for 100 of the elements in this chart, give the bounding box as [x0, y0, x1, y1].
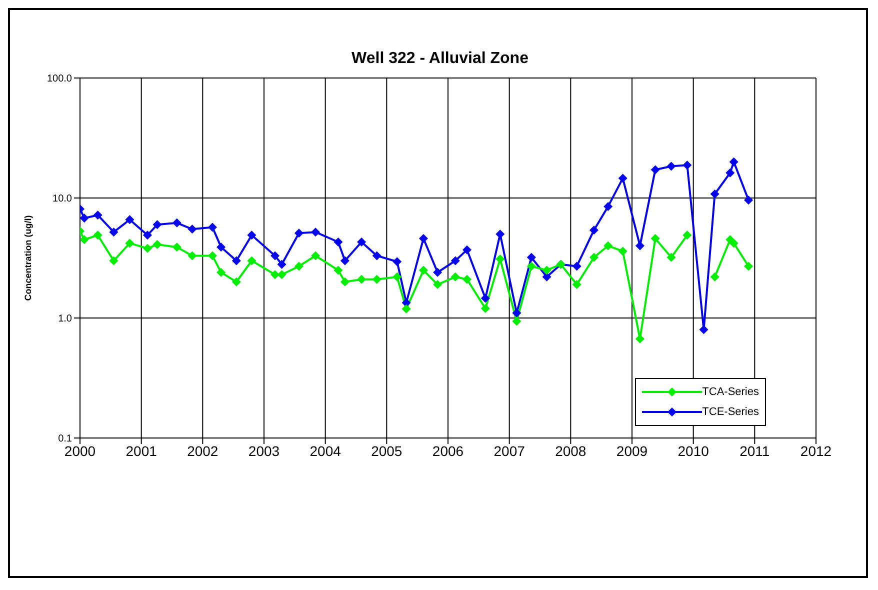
point	[402, 304, 411, 314]
point	[618, 174, 628, 183]
y-tick-label: 10.0	[52, 194, 72, 205]
point	[699, 325, 708, 334]
x-tick-label: 2011	[740, 442, 770, 459]
point	[666, 252, 676, 262]
point	[710, 272, 720, 282]
point	[294, 262, 304, 271]
point	[232, 256, 241, 266]
point	[744, 262, 754, 271]
point	[542, 266, 552, 275]
x-tick-label: 2006	[432, 442, 464, 459]
point	[392, 257, 402, 266]
point	[526, 252, 536, 262]
x-tick-label: 2008	[555, 442, 586, 459]
point	[572, 280, 582, 290]
point	[512, 308, 522, 318]
point	[729, 157, 738, 166]
point	[277, 270, 286, 280]
point	[462, 245, 472, 254]
point	[372, 251, 382, 260]
x-tick-label: 2000	[64, 442, 96, 459]
point	[142, 244, 152, 253]
point	[109, 228, 118, 237]
point	[294, 228, 304, 238]
point	[462, 274, 472, 284]
point	[357, 274, 366, 284]
point	[80, 214, 89, 223]
point	[340, 277, 350, 286]
point	[433, 268, 442, 277]
point	[247, 230, 256, 240]
x-tick-label: 2009	[616, 442, 648, 459]
point	[450, 272, 460, 282]
x-tick-label: 2001	[126, 442, 158, 459]
point	[208, 251, 217, 260]
y-axis-title: Concentration (ug/l)	[23, 215, 34, 301]
point	[480, 304, 490, 313]
point	[208, 222, 217, 232]
point	[512, 316, 522, 326]
point	[450, 256, 460, 266]
x-tick-label: 2005	[371, 442, 402, 459]
point	[433, 280, 442, 290]
point	[526, 262, 536, 271]
point	[247, 256, 256, 266]
point	[80, 235, 89, 244]
point	[334, 237, 343, 246]
y-tick-label: 0.1	[58, 434, 72, 445]
point	[311, 228, 320, 237]
point	[496, 254, 505, 264]
point	[604, 202, 613, 211]
point	[172, 218, 182, 228]
point	[188, 251, 197, 260]
x-tick-label: 2007	[494, 442, 526, 459]
point	[418, 234, 428, 243]
point	[666, 162, 676, 171]
point	[152, 240, 162, 249]
point	[172, 242, 182, 252]
point	[418, 266, 428, 275]
x-tick-label: 2012	[800, 442, 832, 459]
point	[480, 294, 490, 303]
point	[216, 268, 226, 277]
point	[277, 260, 286, 269]
point	[744, 196, 754, 205]
point	[572, 262, 582, 271]
x-tick-label: 2004	[310, 442, 342, 459]
point	[142, 230, 152, 240]
point	[152, 220, 162, 230]
chart-title: Well 322 - Alluvial Zone	[350, 50, 530, 68]
point	[125, 238, 134, 248]
point	[125, 215, 134, 224]
point	[650, 234, 660, 243]
y-tick-label: 1.0	[58, 314, 72, 325]
point	[729, 238, 738, 248]
point	[589, 252, 598, 262]
x-tick-label: 2003	[248, 442, 280, 459]
point	[188, 224, 197, 234]
point	[589, 226, 598, 235]
point	[93, 230, 102, 240]
legend-label: TCE-Series	[702, 406, 759, 418]
point	[682, 160, 692, 170]
point	[340, 256, 350, 266]
point	[270, 251, 280, 260]
x-tick-label: 2010	[678, 442, 710, 459]
point	[334, 266, 343, 275]
point	[232, 277, 241, 286]
point	[357, 237, 366, 246]
point	[392, 272, 402, 282]
point	[311, 251, 320, 260]
point	[726, 168, 735, 178]
x-tick-label: 2002	[187, 442, 218, 459]
point	[604, 241, 613, 250]
point	[710, 189, 720, 198]
point	[618, 246, 628, 256]
point	[650, 165, 660, 174]
legend-label: TCA-Series	[702, 386, 759, 398]
y-tick-label: 100.0	[46, 74, 72, 85]
point	[216, 242, 226, 252]
point	[109, 256, 118, 266]
point	[372, 274, 382, 284]
point	[93, 210, 102, 220]
